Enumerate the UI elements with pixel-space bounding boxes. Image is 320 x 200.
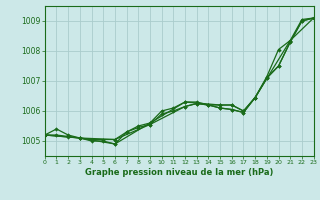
X-axis label: Graphe pression niveau de la mer (hPa): Graphe pression niveau de la mer (hPa) <box>85 168 273 177</box>
